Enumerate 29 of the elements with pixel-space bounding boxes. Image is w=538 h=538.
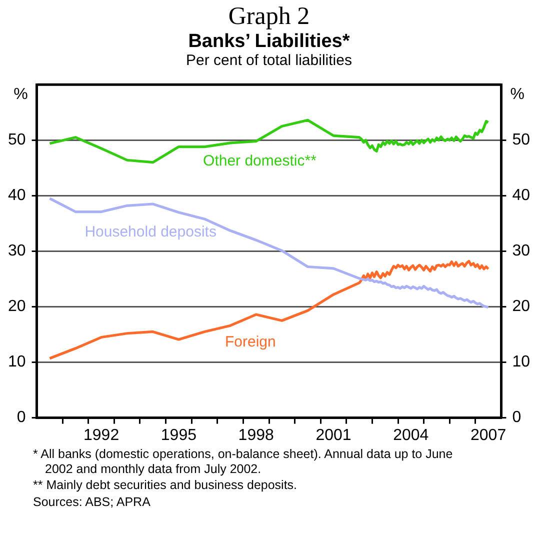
x-tick-label: 1998 <box>238 426 274 444</box>
x-tick-label: 2004 <box>393 426 429 444</box>
y-tick-label: 40 <box>8 187 26 204</box>
text: * All banks (domestic operations, on-balance sheet). Annual data up to June 2002 and monthly data from July 2002. <box>33 447 454 476</box>
source-note: Sources: ABS; APRA <box>33 494 152 509</box>
y2-tick-label: 10 <box>512 354 530 371</box>
series-label: Household deposits <box>84 223 216 240</box>
chart-title: Graph 2 <box>227 3 311 31</box>
y-axis-title: % <box>14 86 28 104</box>
y2-tick-label: 30 <box>512 242 530 260</box>
chart-subtitle: Banks’ Liabilities* <box>187 31 351 52</box>
y-tick-label: 0 <box>16 409 26 426</box>
series-label: Other domestic** <box>203 152 317 170</box>
y2-axis-title: % <box>510 86 524 104</box>
y-tick-label: 20 <box>8 298 26 316</box>
text: Per cent of total liabilities <box>185 52 353 69</box>
y2-tick-label: 40 <box>512 187 530 204</box>
y-tick-label: 10 <box>8 354 26 371</box>
y2-tick-label: 50 <box>512 132 530 149</box>
y2-tick-label: 20 <box>512 298 530 316</box>
series-label: Foreign <box>224 334 276 351</box>
x-tick-label: 1992 <box>84 426 120 444</box>
x-tick-label: 2001 <box>316 426 352 444</box>
x-tick-label: 1995 <box>160 426 197 444</box>
text: ** Mainly debt securities and business deposits. <box>33 478 298 492</box>
y-tick-label: 50 <box>8 132 26 149</box>
x-tick-label: 2007 <box>470 426 506 444</box>
y-tick-label: 30 <box>8 242 26 260</box>
y2-tick-label: 0 <box>512 409 522 426</box>
